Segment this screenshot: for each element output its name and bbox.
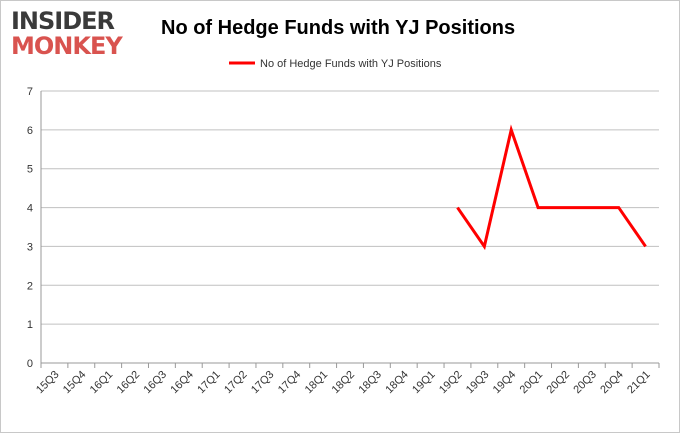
x-tick-label: 19Q1 xyxy=(410,369,438,397)
x-tick-label: 17Q2 xyxy=(222,369,250,397)
logo-line1: INSIDER xyxy=(11,7,115,35)
x-tick-label: 16Q3 xyxy=(142,369,170,397)
x-tick-label: 17Q1 xyxy=(195,369,223,397)
x-tick-label: 20Q1 xyxy=(518,369,546,397)
series-line xyxy=(456,124,647,251)
logo-line2: MONKEY xyxy=(11,32,123,60)
y-tick-label: 1 xyxy=(27,319,33,331)
x-tick-label: 18Q3 xyxy=(356,369,384,397)
axis-layer: 0 1 2 3 4 5 6 7 15Q3 15Q4 16Q1 16Q2 16Q3 16Q4 17Q1 17Q2… xyxy=(27,86,660,397)
x-tick-label: 19Q3 xyxy=(464,369,492,397)
x-tick-label: 17Q4 xyxy=(276,369,304,397)
y-tick-label: 3 xyxy=(27,241,33,253)
x-tick-label: 20Q3 xyxy=(571,369,599,397)
x-tick-label: 21Q1 xyxy=(625,369,653,397)
insider-monkey-logo: INSIDER MONKEY xyxy=(11,7,123,60)
x-tick-label: 16Q4 xyxy=(168,369,196,397)
y-tick-label: 5 xyxy=(27,164,33,176)
y-tick-label: 7 xyxy=(27,86,33,98)
x-tick-label: 16Q2 xyxy=(115,369,143,397)
y-tick-label: 6 xyxy=(27,125,33,137)
series-layer xyxy=(456,124,647,251)
x-tick-label: 19Q4 xyxy=(491,369,519,397)
x-tick-label: 18Q1 xyxy=(303,369,331,397)
y-tick-label: 0 xyxy=(27,358,33,370)
chart-title: No of Hedge Funds with YJ Positions xyxy=(161,17,516,39)
x-tick-label: 18Q2 xyxy=(330,369,358,397)
x-tick-label: 17Q3 xyxy=(249,369,277,397)
x-tick-label: 15Q4 xyxy=(61,369,89,397)
grid-layer xyxy=(41,90,659,364)
x-tick-label: 16Q1 xyxy=(88,369,116,397)
legend-label: No of Hedge Funds with YJ Positions xyxy=(260,58,442,70)
y-tick-label: 2 xyxy=(27,280,33,292)
legend: No of Hedge Funds with YJ Positions xyxy=(229,58,442,70)
x-tick-label: 20Q4 xyxy=(598,369,626,397)
x-tick-label: 19Q2 xyxy=(437,369,465,397)
y-tick-label: 4 xyxy=(27,203,33,215)
x-tick-label: 18Q4 xyxy=(383,369,411,397)
x-tick-label: 20Q2 xyxy=(545,369,573,397)
x-tick-label: 15Q3 xyxy=(34,369,62,397)
